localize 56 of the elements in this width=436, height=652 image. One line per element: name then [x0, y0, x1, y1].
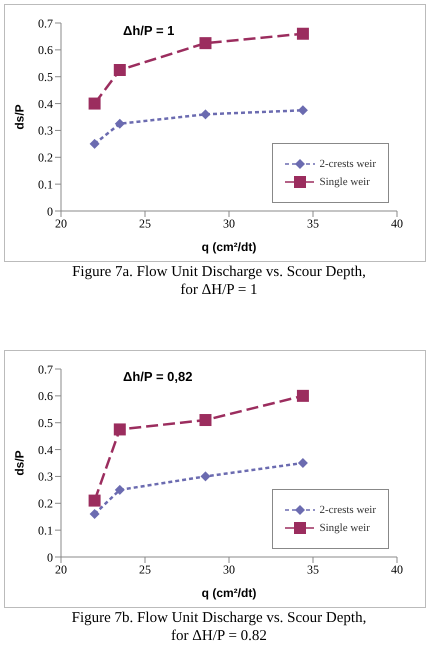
y-tick-label: 0.3 — [38, 470, 53, 484]
x-tick-label: 30 — [223, 562, 235, 577]
point — [199, 414, 212, 426]
point — [90, 138, 100, 149]
x-tick-label: 25 — [139, 562, 151, 577]
y-tick-label: 0.5 — [38, 70, 53, 84]
y-tick-label: 0.7 — [38, 362, 53, 376]
point — [114, 64, 126, 76]
chart-title: Δh/P = 0,82 — [123, 369, 192, 384]
y-tick-label: 0.2 — [38, 150, 53, 165]
y-tick-label: 0.1 — [38, 177, 53, 192]
point — [200, 471, 210, 482]
x-tick-label: 30 — [223, 216, 235, 231]
chart-title: Δh/P = 1 — [123, 23, 174, 38]
x-tick-label: 35 — [307, 216, 319, 231]
point — [298, 458, 308, 468]
point — [90, 509, 100, 520]
point — [200, 109, 210, 120]
point — [296, 390, 309, 402]
x-axis-title: q (cm²/dt) — [202, 586, 256, 600]
y-tick-label: 0.1 — [38, 523, 53, 538]
y-tick-label: 0.4 — [38, 96, 53, 111]
point — [296, 28, 309, 40]
point — [114, 118, 125, 129]
x-tick-label: 25 — [139, 216, 151, 231]
caption: Figure 7a. Flow Unit Discharge vs. Scour Depth, — [71, 263, 367, 281]
y-tick-label: 0.3 — [38, 124, 53, 138]
point — [298, 105, 308, 116]
y-tick-label: 0.5 — [38, 416, 53, 430]
x-tick-label: 35 — [307, 562, 319, 577]
text: for ΔH/P = 0.82 — [170, 627, 268, 645]
x-tick-label: 40 — [391, 562, 403, 577]
x-tick-label: 20 — [55, 562, 67, 577]
y-tick-label: 0.6 — [38, 389, 53, 404]
x-axis-title: q (cm²/dt) — [202, 240, 256, 254]
legend-label: 2-crests weir — [319, 158, 376, 170]
x-tick-label: 20 — [55, 216, 67, 231]
y-tick-label: 0 — [47, 204, 53, 218]
y-tick-label: 0 — [47, 550, 53, 564]
text: for ΔH/P = 1 — [179, 281, 259, 299]
x-tick-label: 40 — [391, 216, 403, 231]
y-tick-label: 0.7 — [38, 16, 53, 30]
legend-label: 2-crests weir — [319, 504, 376, 516]
point — [88, 98, 101, 110]
point — [199, 37, 212, 50]
y-axis-title: ds/P — [12, 450, 26, 476]
y-axis-title: ds/P — [12, 104, 26, 130]
point — [88, 494, 101, 507]
point — [114, 423, 126, 436]
y-tick-label: 0.2 — [38, 496, 53, 511]
caption: Figure 7b. Flow Unit Discharge vs. Scour Depth, — [70, 609, 368, 627]
y-tick-label: 0.6 — [38, 43, 53, 58]
point — [114, 484, 125, 495]
legend-label: Single weir — [319, 176, 370, 188]
legend-label: Single weir — [319, 522, 370, 534]
y-tick-label: 0.4 — [38, 442, 53, 457]
